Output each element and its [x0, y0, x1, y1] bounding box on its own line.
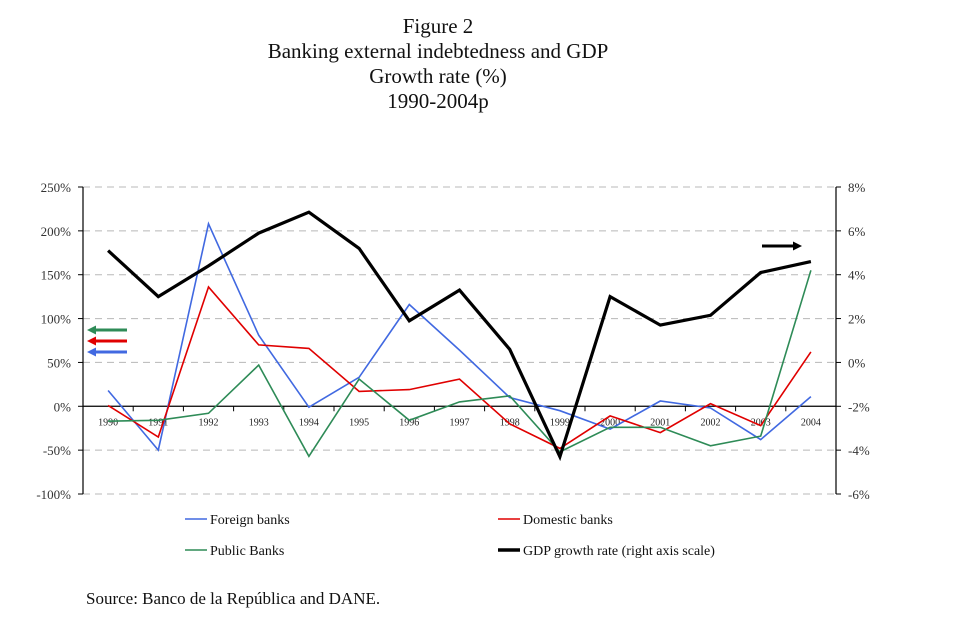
left-axis-arrow-icon — [87, 347, 127, 357]
x-tick-label: 2004 — [801, 417, 821, 428]
legend-item: Foreign banks — [185, 513, 290, 528]
chart-title-block: Figure 2 Banking external indebtedness a… — [0, 14, 876, 114]
x-tick-label: 1994 — [299, 417, 319, 428]
x-tick-label: 2003 — [751, 417, 771, 428]
x-tick-label: 1993 — [249, 417, 269, 428]
legend-label: Foreign banks — [210, 513, 290, 528]
chart-subtitle-2: Growth rate (%) — [369, 64, 507, 88]
series-line-gdp-growth-rate-right-axis-scale — [107, 210, 812, 462]
right-tick-label: 4% — [848, 268, 866, 283]
arrow-head — [87, 347, 96, 357]
arrow-head — [87, 336, 96, 346]
left-tick-label: 100% — [41, 312, 72, 327]
x-tick-label: 2000 — [600, 417, 620, 428]
left-axis-arrow-icon — [87, 336, 127, 346]
right-tick-label: -2% — [848, 399, 870, 414]
axis-arrows — [87, 241, 802, 357]
legend-label: GDP growth rate (right axis scale) — [523, 544, 715, 559]
right-tick-label: 2% — [848, 312, 866, 327]
left-tick-label: 150% — [41, 268, 72, 283]
legend-label: Domestic banks — [523, 513, 613, 528]
left-tick-label: 50% — [47, 355, 71, 370]
left-tick-label: 0% — [54, 399, 72, 414]
right-tick-label: -6% — [848, 487, 870, 502]
right-tick-label: 8% — [848, 180, 866, 195]
x-tick-label: 2001 — [650, 417, 670, 428]
chart-subtitle-3: 1990-2004p — [387, 89, 489, 113]
legend: Foreign banks Domestic banks Public Banks G… — [185, 513, 715, 559]
legend-label: Public Banks — [210, 544, 284, 559]
left-tick-label: -100% — [36, 487, 71, 502]
source-note: Source: Banco de la República and DANE. — [86, 589, 381, 608]
right-tick-label: 6% — [848, 224, 866, 239]
series-line-public-banks — [108, 270, 812, 458]
x-tick-label: 1995 — [349, 417, 369, 428]
right-tick-label: 0% — [848, 355, 866, 370]
chart-title: Figure 2 — [402, 14, 474, 38]
left-tick-label: -50% — [43, 443, 71, 458]
x-tick-label: 1990 — [98, 417, 118, 428]
x-tick-label: 1999 — [550, 417, 570, 428]
axes: 250% 200% 150% 100% 50% 0% -50% -100% 8% 6% 4% 2% 0%… — [36, 180, 870, 502]
x-tick-label: 2002 — [701, 417, 721, 428]
left-axis-arrow-icon — [87, 325, 127, 335]
legend-item: Public Banks — [185, 544, 284, 559]
series-line-foreign-banks — [107, 221, 812, 452]
x-tick-label: 1997 — [450, 417, 470, 428]
arrow-head — [793, 241, 802, 251]
chart-subtitle-1: Banking external indebtedness and GDP — [267, 39, 609, 63]
x-tick-label: 1991 — [148, 417, 168, 428]
right-axis-arrow-icon — [762, 241, 802, 251]
x-tick-label: 1996 — [399, 417, 419, 428]
left-tick-label: 250% — [41, 180, 72, 195]
legend-item: Domestic banks — [498, 513, 613, 528]
legend-item: GDP growth rate (right axis scale) — [498, 544, 715, 559]
left-tick-label: 200% — [41, 224, 72, 239]
series-lines — [107, 210, 812, 462]
grid-lines — [83, 186, 836, 495]
arrow-head — [87, 325, 96, 335]
right-tick-label: -4% — [848, 443, 870, 458]
x-tick-label: 1992 — [199, 417, 219, 428]
